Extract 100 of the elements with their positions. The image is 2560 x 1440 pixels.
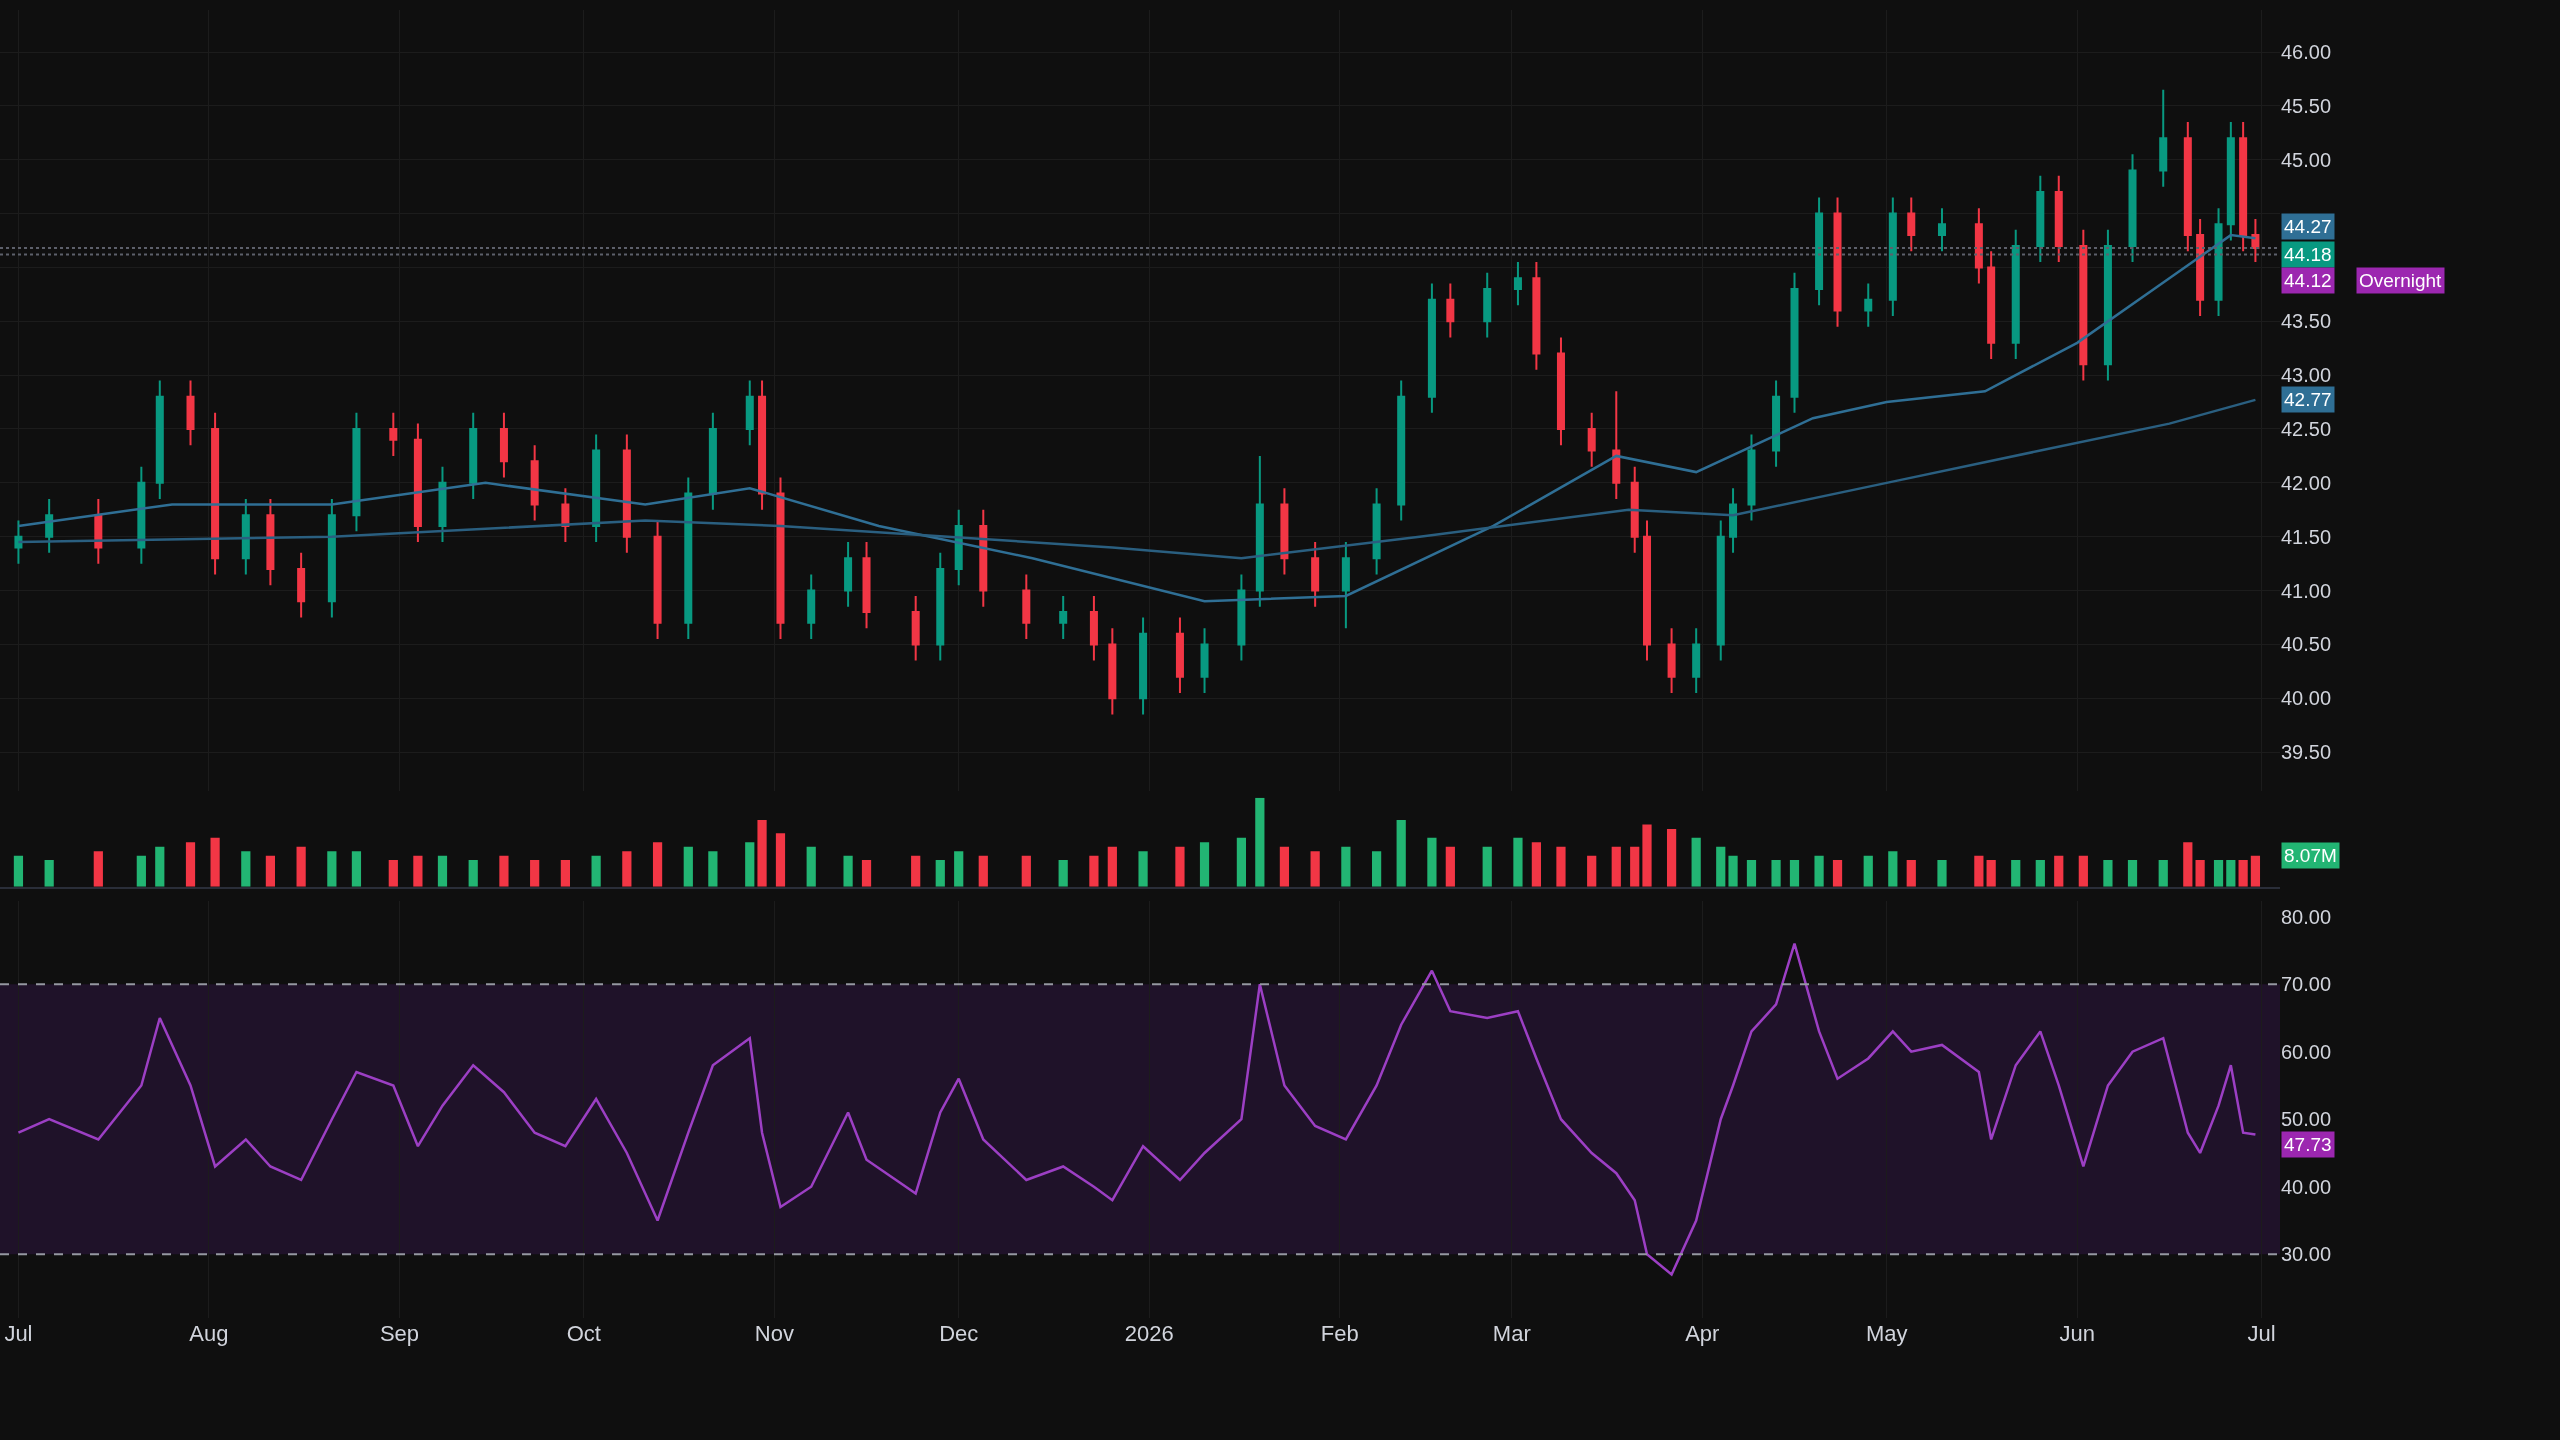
bar (1089, 855, 1099, 887)
bar (911, 855, 921, 887)
annotation: 44.27 (2284, 216, 2332, 237)
bar (93, 851, 103, 887)
candlestick (327, 498, 336, 619)
bar (1716, 846, 1726, 887)
candlestick (530, 444, 539, 522)
candlestick (1888, 196, 1897, 317)
candlestick (2103, 228, 2112, 382)
candlestick (2214, 207, 2223, 317)
x-tick-label: Jun (2059, 1321, 2095, 1347)
candlestick (1022, 573, 1031, 641)
bar (2183, 842, 2193, 887)
bar (954, 851, 964, 887)
bar (1986, 860, 1996, 887)
y-tick-label: 43.00 (2281, 364, 2332, 387)
annotation: 47.73 (2284, 1134, 2332, 1155)
x-tick-label: Feb (1320, 1321, 1359, 1347)
bar (1746, 860, 1757, 887)
y-tick-label: 50.00 (2281, 1108, 2332, 1131)
candlestick (1643, 519, 1652, 662)
candlestick (94, 498, 103, 565)
bar (499, 855, 509, 887)
candlestick (1311, 541, 1320, 608)
y-tick-label: 70.00 (2281, 973, 2332, 996)
bar (1611, 846, 1621, 887)
y-tick-label: 45.50 (2281, 94, 2332, 117)
bar (1371, 851, 1382, 887)
candlestick (1255, 454, 1264, 608)
candlestick (1937, 207, 1947, 253)
bar (1427, 837, 1437, 887)
bar (708, 851, 718, 887)
bar (861, 860, 872, 887)
candlestick (622, 433, 631, 554)
candlestick (438, 465, 447, 544)
bar (1642, 824, 1652, 887)
candlestick (352, 411, 361, 533)
x-tick-label: Jul (4, 1321, 33, 1347)
candlestick (758, 379, 767, 511)
candlestick (862, 541, 871, 630)
bar (2158, 860, 2168, 887)
candlestick (1237, 573, 1246, 662)
candlestick (1587, 411, 1596, 468)
bar (2226, 860, 2236, 887)
candlestick (1974, 207, 1983, 285)
candlestick (1747, 433, 1756, 522)
x-tick-label: Aug (189, 1321, 229, 1347)
candlestick (745, 379, 754, 447)
annotation: 44.18 (2284, 244, 2332, 265)
candlestick (1864, 282, 1873, 328)
candlestick (2036, 174, 2045, 264)
bar (388, 860, 398, 887)
bar (44, 860, 54, 887)
candlestick (1729, 487, 1738, 554)
candlestick (1397, 379, 1406, 522)
candlestick (297, 551, 306, 619)
y-tick-label: 30.00 (2281, 1243, 2332, 1266)
x-tick-label: Sep (379, 1321, 420, 1347)
x-tick-label: Dec (939, 1321, 979, 1347)
candlestick (1175, 616, 1184, 694)
y-tick-label: 42.50 (2281, 417, 2332, 440)
bar (806, 846, 816, 887)
y-tick-label: 46.00 (2281, 41, 2332, 64)
bar (13, 855, 24, 887)
bar (327, 851, 337, 887)
bar (1058, 860, 1068, 887)
bar (1138, 851, 1148, 887)
bar (530, 860, 540, 887)
y-tick-label: 42.00 (2281, 471, 2332, 494)
bar (2213, 860, 2224, 887)
bar (1255, 797, 1265, 887)
bar (185, 842, 196, 887)
bar (1587, 855, 1597, 887)
line-series (17, 942, 2257, 1276)
candlestick (1059, 594, 1068, 641)
candlestick (1692, 627, 1701, 694)
y-tick-label: 80.00 (2281, 905, 2332, 928)
candlestick (389, 411, 398, 457)
candlestick (1089, 594, 1098, 662)
candlestick (1612, 390, 1621, 500)
bar (1771, 860, 1781, 887)
bar (1279, 846, 1290, 887)
candlestick (2239, 121, 2248, 253)
candlestick (936, 551, 945, 662)
candlestick (2183, 121, 2192, 253)
bar (683, 846, 693, 887)
bar (775, 833, 786, 887)
candlestick (979, 508, 988, 608)
bar (1630, 846, 1640, 887)
bar (155, 846, 165, 887)
candlestick (684, 476, 693, 641)
candlestick (2128, 153, 2137, 264)
candlestick (561, 487, 570, 544)
candlestick (413, 422, 422, 544)
bar (413, 855, 423, 887)
y-tick-label: 40.50 (2281, 633, 2332, 656)
candlestick (1790, 271, 1799, 414)
bar (210, 837, 220, 887)
y-tick-label: 40.00 (2281, 687, 2332, 710)
x-tick-label: Apr (1685, 1321, 1720, 1347)
